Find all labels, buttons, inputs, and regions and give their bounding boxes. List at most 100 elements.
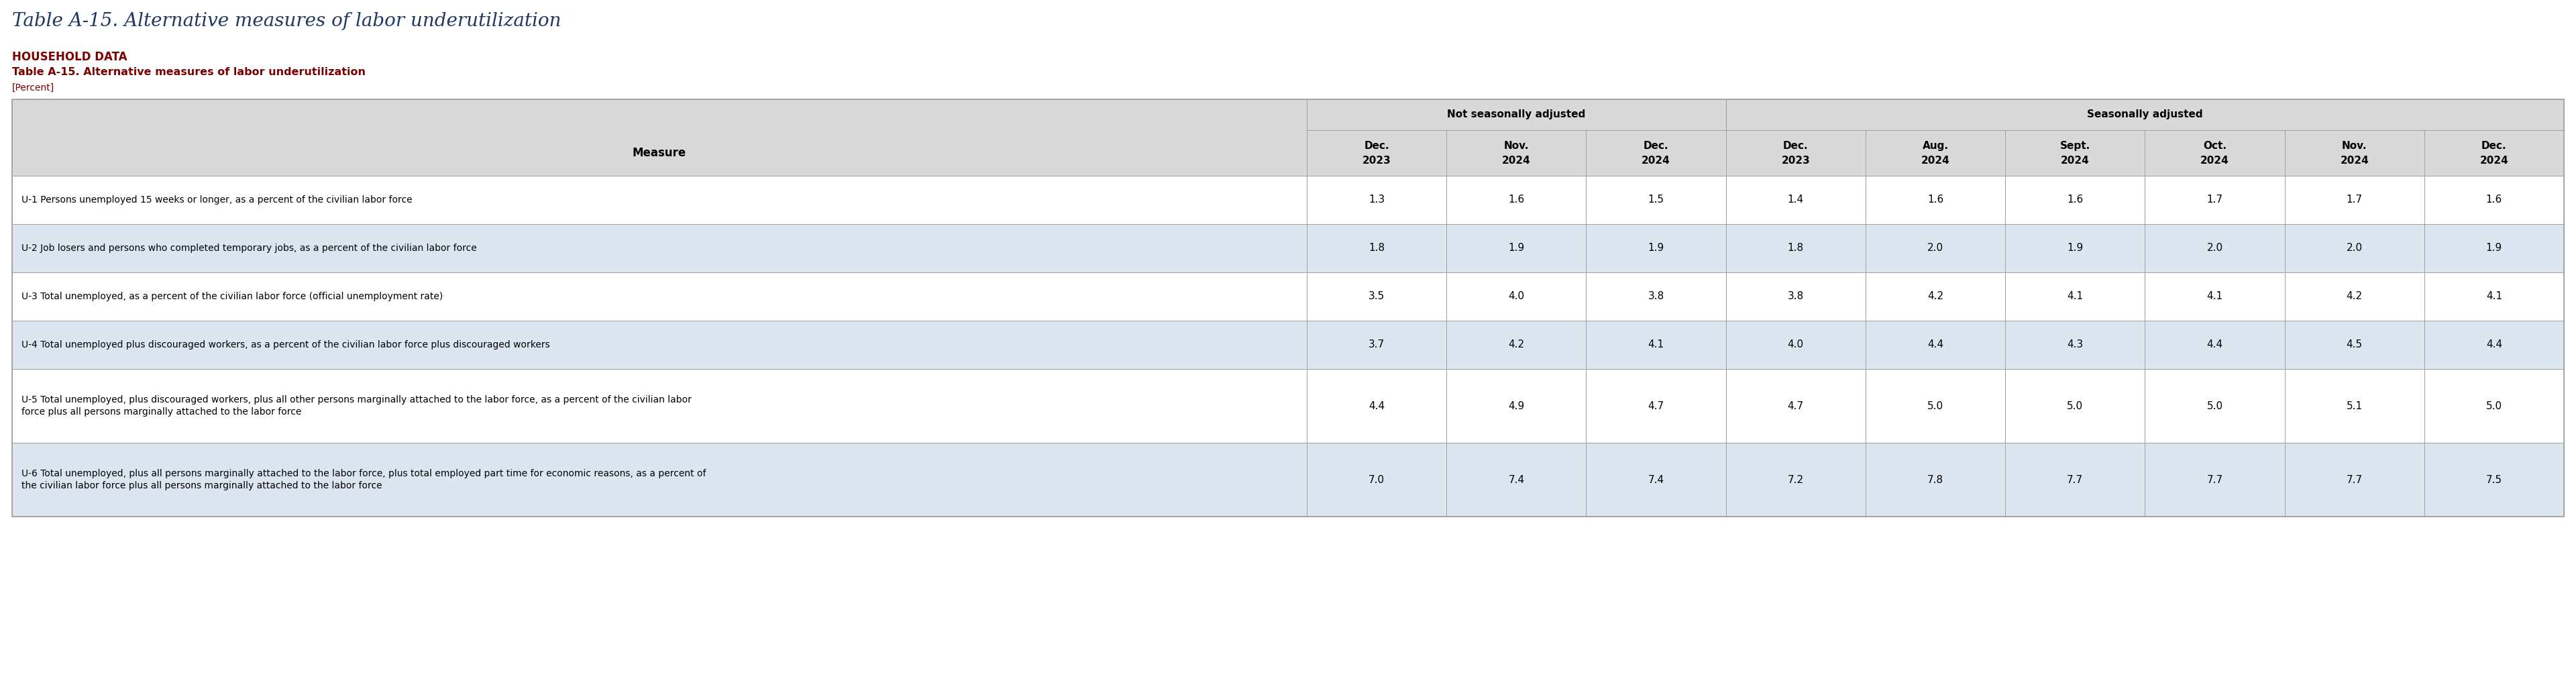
Text: U-4 Total unemployed plus discouraged workers, as a percent of the civilian labo: U-4 Total unemployed plus discouraged wo… bbox=[21, 340, 549, 350]
Text: 4.2: 4.2 bbox=[1507, 340, 1525, 350]
Text: 3.7: 3.7 bbox=[1368, 340, 1386, 350]
Bar bbox=[2424, 130, 2563, 176]
Text: 7.4: 7.4 bbox=[1507, 475, 1525, 484]
Bar bbox=[2424, 272, 2563, 321]
Text: 1.6: 1.6 bbox=[1927, 195, 1942, 205]
Text: 4.0: 4.0 bbox=[1507, 292, 1525, 301]
Bar bbox=[1726, 130, 1865, 176]
Bar bbox=[1306, 443, 1448, 517]
Bar bbox=[1587, 272, 1726, 321]
Text: Measure: Measure bbox=[634, 147, 685, 159]
Bar bbox=[1306, 100, 1726, 130]
Bar bbox=[1448, 224, 1587, 272]
Text: 2024: 2024 bbox=[2481, 155, 2509, 166]
Text: 7.8: 7.8 bbox=[1927, 475, 1942, 484]
Text: 1.9: 1.9 bbox=[2066, 243, 2084, 254]
Text: Oct.: Oct. bbox=[2202, 141, 2226, 151]
Text: 4.2: 4.2 bbox=[2347, 292, 2362, 301]
Text: Seasonally adjusted: Seasonally adjusted bbox=[2087, 110, 2202, 120]
Text: 1.9: 1.9 bbox=[1507, 243, 1525, 254]
Bar bbox=[13, 369, 1306, 443]
Bar bbox=[1587, 369, 1726, 443]
Text: 4.1: 4.1 bbox=[2066, 292, 2084, 301]
Text: 1.5: 1.5 bbox=[1649, 195, 1664, 205]
Text: 3.8: 3.8 bbox=[1649, 292, 1664, 301]
Text: [Percent]: [Percent] bbox=[13, 83, 54, 93]
Text: 2.0: 2.0 bbox=[2347, 243, 2362, 254]
Bar bbox=[1448, 443, 1587, 517]
Text: 2024: 2024 bbox=[1922, 155, 1950, 166]
Bar bbox=[2424, 321, 2563, 369]
Bar bbox=[2146, 224, 2285, 272]
Bar bbox=[1587, 224, 1726, 272]
Text: 7.5: 7.5 bbox=[2486, 475, 2501, 484]
Bar bbox=[1448, 369, 1587, 443]
Text: 1.8: 1.8 bbox=[1368, 243, 1386, 254]
Text: 2.0: 2.0 bbox=[1927, 243, 1942, 254]
Bar bbox=[13, 443, 1306, 517]
Text: 2024: 2024 bbox=[1502, 155, 1530, 166]
Text: 4.1: 4.1 bbox=[1649, 340, 1664, 350]
Text: 1.9: 1.9 bbox=[2486, 243, 2501, 254]
Text: 2023: 2023 bbox=[1783, 155, 1811, 166]
Bar bbox=[2004, 176, 2146, 224]
Text: Dec.: Dec. bbox=[1783, 141, 1808, 151]
Bar bbox=[1448, 272, 1587, 321]
Bar bbox=[1448, 130, 1587, 176]
Bar bbox=[2146, 321, 2285, 369]
Text: 1.6: 1.6 bbox=[1507, 195, 1525, 205]
Bar bbox=[1726, 100, 2563, 130]
Bar bbox=[1306, 272, 1448, 321]
Bar bbox=[2424, 369, 2563, 443]
Text: 4.4: 4.4 bbox=[2208, 340, 2223, 350]
Bar bbox=[1865, 176, 2004, 224]
Text: 1.8: 1.8 bbox=[1788, 243, 1803, 254]
Bar bbox=[2285, 224, 2424, 272]
Bar bbox=[2004, 272, 2146, 321]
Text: 3.5: 3.5 bbox=[1368, 292, 1386, 301]
Text: U-6 Total unemployed, plus all persons marginally attached to the labor force, p: U-6 Total unemployed, plus all persons m… bbox=[21, 468, 706, 491]
Bar bbox=[1587, 176, 1726, 224]
Text: 1.7: 1.7 bbox=[2208, 195, 2223, 205]
Text: 4.0: 4.0 bbox=[1788, 340, 1803, 350]
Bar bbox=[1306, 321, 1448, 369]
Bar bbox=[13, 321, 1306, 369]
Bar bbox=[2424, 176, 2563, 224]
Text: Table A-15. Alternative measures of labor underutilization: Table A-15. Alternative measures of labo… bbox=[13, 12, 562, 30]
Text: 5.0: 5.0 bbox=[1927, 401, 1942, 411]
Text: 2024: 2024 bbox=[2339, 155, 2370, 166]
Text: HOUSEHOLD DATA: HOUSEHOLD DATA bbox=[13, 51, 126, 63]
Bar bbox=[13, 224, 1306, 272]
Bar bbox=[1587, 130, 1726, 176]
Text: 7.2: 7.2 bbox=[1788, 475, 1803, 484]
Bar bbox=[2285, 130, 2424, 176]
Text: 3.8: 3.8 bbox=[1788, 292, 1803, 301]
Bar bbox=[1865, 272, 2004, 321]
Text: 7.7: 7.7 bbox=[2208, 475, 2223, 484]
Text: U-2 Job losers and persons who completed temporary jobs, as a percent of the civ: U-2 Job losers and persons who completed… bbox=[21, 243, 477, 253]
Text: 4.1: 4.1 bbox=[2486, 292, 2501, 301]
Bar bbox=[1726, 443, 1865, 517]
Text: 1.9: 1.9 bbox=[1649, 243, 1664, 254]
Bar bbox=[1865, 321, 2004, 369]
Bar bbox=[1587, 321, 1726, 369]
Bar bbox=[13, 272, 1306, 321]
Text: Sept.: Sept. bbox=[2061, 141, 2089, 151]
Bar bbox=[1306, 176, 1448, 224]
Bar bbox=[1448, 321, 1587, 369]
Text: 1.6: 1.6 bbox=[2486, 195, 2501, 205]
Text: Table A-15. Alternative measures of labor underutilization: Table A-15. Alternative measures of labo… bbox=[13, 67, 366, 77]
Text: 4.7: 4.7 bbox=[1649, 401, 1664, 411]
Bar bbox=[1448, 176, 1587, 224]
Bar bbox=[2424, 443, 2563, 517]
Text: 7.4: 7.4 bbox=[1649, 475, 1664, 484]
Text: U-3 Total unemployed, as a percent of the civilian labor force (official unemplo: U-3 Total unemployed, as a percent of th… bbox=[21, 292, 443, 301]
Text: U-5 Total unemployed, plus discouraged workers, plus all other persons marginall: U-5 Total unemployed, plus discouraged w… bbox=[21, 395, 690, 417]
Bar bbox=[2146, 443, 2285, 517]
Bar bbox=[2004, 321, 2146, 369]
Bar bbox=[2004, 369, 2146, 443]
Text: 7.0: 7.0 bbox=[1368, 475, 1386, 484]
Bar bbox=[13, 100, 2563, 517]
Text: U-1 Persons unemployed 15 weeks or longer, as a percent of the civilian labor fo: U-1 Persons unemployed 15 weeks or longe… bbox=[21, 196, 412, 205]
Text: Nov.: Nov. bbox=[2342, 141, 2367, 151]
